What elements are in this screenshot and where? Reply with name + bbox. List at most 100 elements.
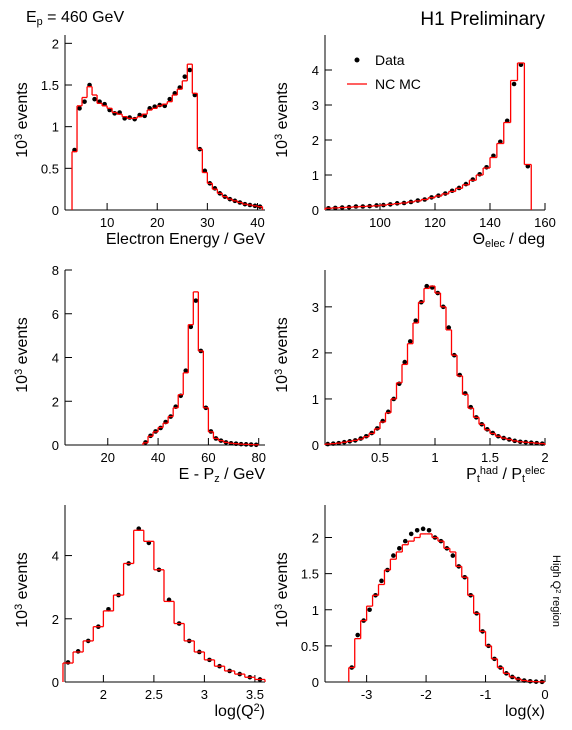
x-axis-label-sub: z xyxy=(214,473,219,485)
legend-label: NC MC xyxy=(375,76,421,92)
data-point xyxy=(92,96,97,102)
y-tick-label: 0 xyxy=(312,438,319,453)
y-tick-label: 2 xyxy=(312,133,319,148)
x-tick-label: 40 xyxy=(250,215,264,230)
x-axis-label-part: / deg xyxy=(505,231,545,248)
x-tick-label: 1 xyxy=(431,450,438,465)
region-note-part: region xyxy=(550,593,562,627)
y-tick-label: 1 xyxy=(312,168,319,183)
data-point xyxy=(470,177,476,182)
y-tick-label: 2 xyxy=(312,531,319,546)
y-tick-label: 3 xyxy=(312,300,319,315)
y-tick-label: 1.5 xyxy=(41,78,59,93)
y-tick-label: 4 xyxy=(52,549,59,564)
y-tick-label: 2 xyxy=(312,346,319,361)
data-point xyxy=(132,116,137,122)
y-tick-label: 3 xyxy=(312,98,319,113)
x-tick-label: 20 xyxy=(150,215,164,230)
energy-label-part: E xyxy=(26,9,37,26)
x-tick-label: 2 xyxy=(541,450,548,465)
data-point xyxy=(484,165,489,170)
x-axis-label: E - Pz / GeV xyxy=(179,466,266,485)
y-tick-label: 0 xyxy=(52,438,59,453)
x-axis-label-part: / GeV xyxy=(220,466,266,483)
y-tick-label: 4 xyxy=(312,63,319,78)
y-axis-label: 103 events xyxy=(13,317,31,392)
energy-label: Ep = 460 GeV xyxy=(26,9,124,28)
legend-label: Data xyxy=(375,52,405,68)
x-tick-label: -1 xyxy=(480,687,492,702)
y-axis-label-sup: 3 xyxy=(273,604,285,610)
x-tick-label: 80 xyxy=(251,450,265,465)
data-point xyxy=(413,318,419,323)
y-tick-label: 2 xyxy=(52,612,59,627)
data-point xyxy=(477,172,482,177)
data-point xyxy=(157,102,163,108)
data-point xyxy=(187,67,193,73)
x-axis-label-sub: t xyxy=(522,473,525,485)
data-point xyxy=(397,546,402,551)
x-tick-label: -3 xyxy=(361,687,373,702)
x-axis-label-sub: t xyxy=(477,473,480,485)
data-point xyxy=(407,339,413,344)
x-tick-label: 2 xyxy=(100,687,107,702)
x-tick-label: -2 xyxy=(420,687,432,702)
x-axis-label-part: log(Q xyxy=(214,703,253,720)
y-axis-label: 103 events xyxy=(273,317,291,392)
x-axis-label-sup: had xyxy=(480,465,498,477)
data-point xyxy=(449,188,455,194)
y-tick-label: 8 xyxy=(52,263,59,278)
data-point xyxy=(463,181,469,187)
y-tick-label: 1 xyxy=(312,392,319,407)
y-tick-label: 0.5 xyxy=(41,161,59,176)
y-tick-label: 0.5 xyxy=(301,639,319,654)
data-point xyxy=(385,409,391,415)
y-axis-label-sup: 3 xyxy=(273,369,285,375)
data-point xyxy=(420,526,426,532)
x-tick-label: 60 xyxy=(201,450,215,465)
region-note-sup: 2 xyxy=(554,589,563,593)
x-tick-label: 2.5 xyxy=(145,687,163,702)
x-axis-label: log(x) xyxy=(505,703,545,720)
x-tick-label: 140 xyxy=(479,215,501,230)
y-tick-label: 0 xyxy=(312,675,319,690)
data-point xyxy=(367,607,372,613)
y-axis-label-part: 10 xyxy=(274,610,291,628)
data-point xyxy=(379,578,384,584)
x-tick-label: 20 xyxy=(101,450,115,465)
x-axis-label-sup: elec xyxy=(525,465,546,477)
y-axis-label-sup: 3 xyxy=(273,134,285,140)
y-axis-label-sup: 3 xyxy=(13,604,25,610)
x-tick-label: 0 xyxy=(541,687,548,702)
x-tick-label: 160 xyxy=(534,215,556,230)
data-point xyxy=(468,404,474,410)
data-point xyxy=(408,531,414,537)
x-axis-label-sup: 2 xyxy=(254,702,260,714)
x-axis-label-part: ) xyxy=(260,703,265,720)
y-tick-label: 4 xyxy=(52,351,59,366)
y-axis-label: 103 events xyxy=(13,82,31,157)
data-point xyxy=(402,359,408,365)
data-point xyxy=(511,81,517,87)
data-point xyxy=(391,553,396,558)
x-axis-label: Electron Energy / GeV xyxy=(106,231,266,248)
x-tick-label: 10 xyxy=(100,215,114,230)
data-point xyxy=(212,186,218,191)
data-point xyxy=(355,632,361,638)
x-axis-label-part: Θ xyxy=(473,231,485,248)
y-axis-label-part: events xyxy=(14,82,31,134)
x-tick-label: 1.5 xyxy=(481,450,499,465)
x-tick-label: 100 xyxy=(369,215,391,230)
y-axis-label: 103 events xyxy=(273,82,291,157)
x-tick-label: 3 xyxy=(201,687,208,702)
x-tick-label: 3.5 xyxy=(246,687,264,702)
energy-label-part: = 460 GeV xyxy=(43,9,125,26)
data-point xyxy=(183,368,189,373)
region-note: High Q2 region xyxy=(550,555,563,627)
data-point xyxy=(424,283,430,289)
data-point xyxy=(414,527,420,533)
x-tick-label: 30 xyxy=(200,215,214,230)
y-tick-label: 2 xyxy=(52,36,59,51)
data-point xyxy=(77,106,82,111)
